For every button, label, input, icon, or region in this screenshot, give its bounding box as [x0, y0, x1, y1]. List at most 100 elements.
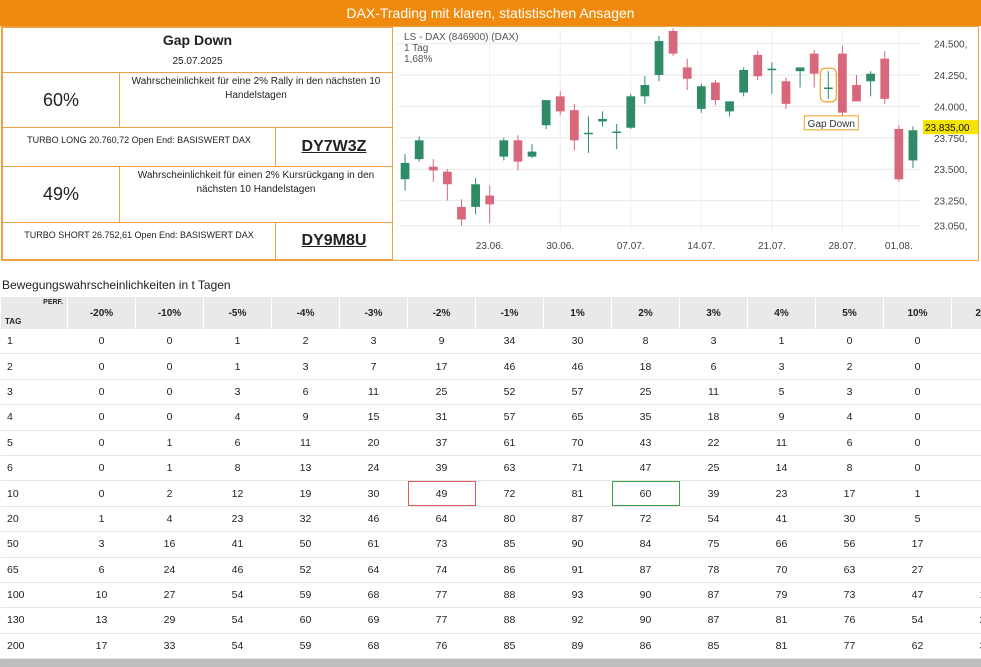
table-cell: 0	[951, 404, 981, 431]
table-cell: 47	[611, 455, 680, 482]
column-header: -1%	[475, 297, 544, 329]
table-cell: 47	[883, 582, 952, 609]
column-header: -4%	[271, 297, 340, 329]
table-cell: 54	[203, 633, 272, 660]
x-tick-label: 23.06.	[476, 241, 504, 252]
table-cell: 90	[543, 531, 612, 558]
table-cell: 2	[815, 353, 884, 380]
table-cell: 3	[339, 329, 408, 355]
table-cell: 13	[271, 455, 340, 482]
column-header: -10%	[135, 297, 204, 329]
table-cell: 16	[135, 531, 204, 558]
table-cell: 54	[679, 506, 748, 533]
short-description: Wahrscheinlichkeit für einen 2% Kursrück…	[119, 166, 393, 223]
table-cell: 6	[679, 353, 748, 380]
candle-body	[838, 53, 847, 113]
signal-date: 25.07.2025	[172, 56, 223, 67]
table-cell: 66	[747, 531, 816, 558]
table-cell: 13	[67, 607, 136, 634]
table-cell: 3	[67, 531, 136, 558]
candle-body	[696, 86, 706, 109]
table-cell: 22	[951, 607, 981, 634]
candle-body	[513, 140, 523, 162]
table-cell: 75	[679, 531, 748, 558]
signal-title-cell: Gap Down 25.07.2025	[2, 27, 393, 73]
probability-table: PERF. TAG -20% -10% -5% -4% -3% -2% -1% 1% 2% 3% 4…	[1, 297, 981, 660]
chart-info-interval: 1 Tag	[404, 43, 428, 54]
x-tick-label: 21.07.	[758, 241, 786, 252]
y-tick-label: 23.250,	[934, 197, 967, 208]
table-cell: 0	[951, 353, 981, 380]
table-cell: 8	[611, 329, 680, 355]
table-cell: 4	[815, 404, 884, 431]
column-header: -2%	[407, 297, 476, 329]
column-header: 3%	[679, 297, 748, 329]
y-tick-label: 23.500,	[934, 165, 967, 176]
table-cell: 89	[543, 633, 612, 660]
table-row: 300361125525725115300	[1, 379, 981, 406]
candle-body	[555, 96, 565, 112]
table-row: 50161120376170432211600	[1, 430, 981, 456]
table-cell: 91	[543, 557, 612, 583]
candle-body	[908, 130, 918, 161]
table-cell: 0	[67, 430, 136, 456]
table-cell: 0	[135, 353, 204, 380]
row-day-label: 4	[1, 404, 68, 431]
table-cell: 8	[203, 455, 272, 482]
table-cell: 1	[203, 353, 272, 380]
table-row: 5031641506173859084756656173	[1, 531, 981, 558]
table-cell: 87	[611, 557, 680, 583]
row-day-label: 3	[1, 379, 68, 406]
table-cell: 93	[543, 582, 612, 609]
table-cell: 49	[407, 480, 476, 507]
table-cell: 30	[339, 480, 408, 507]
table-cell: 79	[747, 582, 816, 609]
table-cell: 4	[135, 506, 204, 533]
table-cell: 9	[747, 404, 816, 431]
row-day-label: 130	[1, 607, 68, 634]
last-price-label: 23.835,00	[925, 123, 970, 134]
long-code-link[interactable]: DY7W3Z	[275, 127, 393, 167]
table-cell: 86	[611, 633, 680, 660]
table-cell: 32	[271, 506, 340, 533]
short-code-link[interactable]: DY9M8U	[275, 222, 393, 260]
x-tick-label: 14.07.	[687, 241, 715, 252]
table-cell: 3	[951, 531, 981, 558]
candle-body	[443, 171, 452, 185]
table-row: 2001371746461863200	[1, 353, 981, 380]
table-cell: 1	[67, 506, 136, 533]
candle-body	[880, 58, 890, 99]
table-cell: 31	[407, 404, 476, 431]
table-cell: 1	[203, 329, 272, 355]
table-cell: 5	[747, 379, 816, 406]
table-cell: 0	[951, 455, 981, 482]
column-header: -3%	[339, 297, 408, 329]
table-cell: 68	[339, 582, 408, 609]
column-header: 5%	[815, 297, 884, 329]
table-cell: 70	[543, 430, 612, 456]
table-cell: 1	[135, 455, 204, 482]
candle-body	[541, 100, 551, 126]
table-header-row: PERF. TAG -20% -10% -5% -4% -3% -2% -1% 1% 2% 3% 4…	[1, 297, 981, 329]
table-cell: 39	[679, 480, 748, 507]
candle-body	[682, 67, 692, 79]
table-cell: 50	[271, 531, 340, 558]
long-turbo-info: TURBO LONG 20.760,72 Open End: BASISWERT…	[2, 127, 276, 167]
candle-body	[852, 85, 861, 102]
table-row: 400491531576535189400	[1, 404, 981, 431]
table-cell: 39	[407, 455, 476, 482]
table-cell: 54	[203, 582, 272, 609]
table-cell: 22	[679, 430, 748, 456]
y-tick-label: 23.750,	[934, 134, 967, 145]
table-cell: 25	[679, 455, 748, 482]
table-cell: 52	[475, 379, 544, 406]
table-cell: 6	[67, 557, 136, 583]
table-cell: 0	[883, 379, 952, 406]
table-cell: 41	[747, 506, 816, 533]
table-cell: 57	[475, 404, 544, 431]
table-cell: 3	[747, 353, 816, 380]
table-cell: 9	[271, 404, 340, 431]
table-cell: 54	[203, 607, 272, 634]
table-body: 1001239343083100020013717464618632003003…	[1, 329, 981, 660]
table-cell: 2	[135, 480, 204, 507]
